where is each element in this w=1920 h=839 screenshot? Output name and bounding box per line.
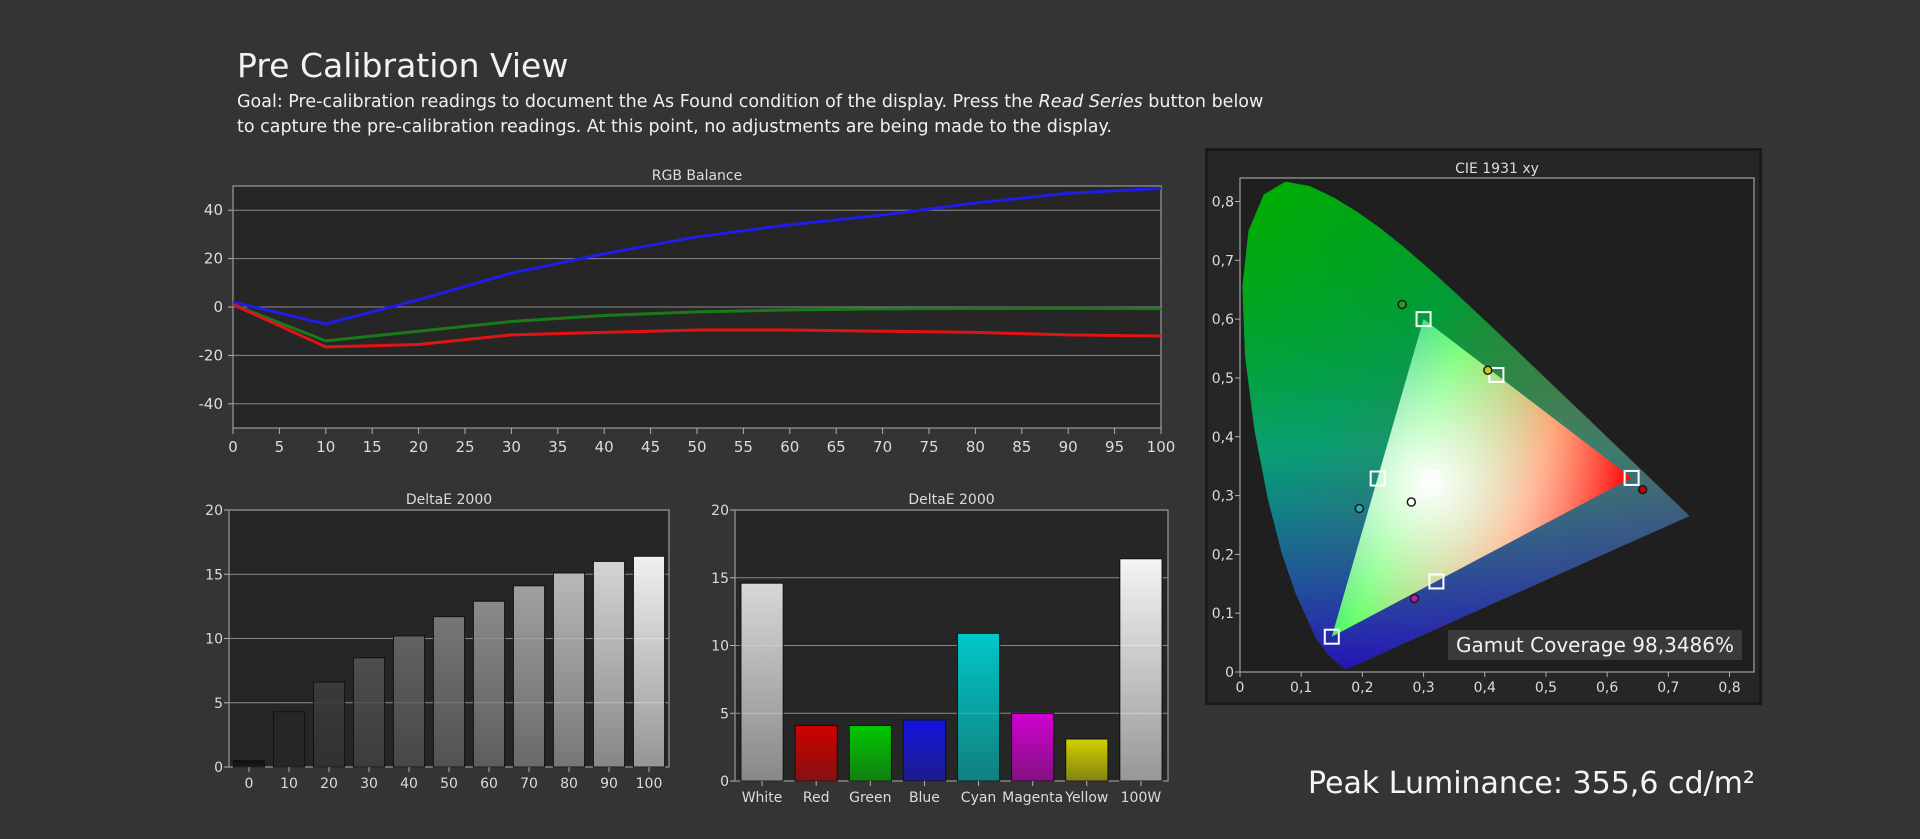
deltae-xtick-label: White — [742, 790, 783, 806]
deltae-xtick-label: 40 — [400, 776, 418, 792]
rgb-ytick-label: -20 — [199, 346, 224, 364]
rgb-series-line — [232, 186, 1162, 326]
rgb-ytick-label: 20 — [204, 250, 223, 268]
deltae-xtick-label: 30 — [360, 776, 378, 792]
rgb-xtick-label: 70 — [873, 438, 892, 456]
deltae-bar — [312, 681, 346, 768]
deltae-bar — [472, 600, 506, 768]
deltae-xtick-label: 20 — [320, 776, 338, 792]
rgb-xtick-label: 40 — [595, 438, 614, 456]
deltae-xtick-label: 100 — [636, 776, 663, 792]
page-title: Pre Calibration View — [237, 46, 569, 85]
rgb-xtick-label: 25 — [455, 438, 474, 456]
rgb-series-line — [232, 303, 1162, 349]
deltae-bar — [352, 657, 386, 768]
rgb-xtick-label: 5 — [275, 438, 285, 456]
deltae-ytick-label: 10 — [711, 639, 729, 655]
deltae-bar — [1065, 738, 1109, 782]
deltae-bar — [232, 760, 266, 768]
deltae-xtick-label: Green — [849, 790, 891, 806]
deltae-bar — [272, 711, 306, 768]
rgb-xtick-label: 60 — [780, 438, 799, 456]
deltae-bar — [740, 582, 784, 782]
deltae-xtick-label: Yellow — [1064, 790, 1108, 806]
rgb-xtick-label: 75 — [919, 438, 938, 456]
deltae-ytick-label: 5 — [214, 696, 223, 712]
deltae-xtick-label: 90 — [600, 776, 618, 792]
deltae-chart-title: DeltaE 2000 — [406, 492, 492, 508]
deltae-xtick-label: 10 — [280, 776, 298, 792]
deltae-chart-title: DeltaE 2000 — [908, 492, 994, 508]
rgb-ytick-label: 40 — [204, 201, 223, 219]
rgb-xtick-label: 15 — [363, 438, 382, 456]
deltae-xtick-label: Cyan — [961, 790, 997, 806]
goal-prefix: Goal: Pre-calibration readings to docume… — [237, 92, 1039, 112]
deltae-plot-area — [228, 509, 670, 768]
rgb-chart-title: RGB Balance — [652, 168, 742, 184]
deltae-xtick-label: 50 — [440, 776, 458, 792]
rgb-plot-area — [232, 185, 1162, 429]
rgb-xtick-label: 80 — [966, 438, 985, 456]
deltae-ytick-label: 15 — [205, 567, 223, 583]
gamut-coverage-label: Gamut Coverage 98,3486% — [1448, 630, 1742, 660]
rgb-xtick-label: 95 — [1105, 438, 1124, 456]
deltae-ytick-label: 0 — [214, 760, 223, 776]
deltae-xtick-label: 0 — [245, 776, 254, 792]
deltae-xtick-label: 70 — [520, 776, 538, 792]
deltae-xtick-label: Blue — [909, 790, 940, 806]
deltae-ytick-label: 15 — [711, 571, 729, 587]
rgb-series-line — [232, 303, 1162, 343]
goal-suffix: button below to capture the pre-calibrat… — [237, 92, 1264, 137]
deltae-xtick-label: Red — [803, 790, 830, 806]
peak-luminance-label: Peak Luminance: 355,6 cd/m² — [1308, 766, 1755, 801]
deltae-bar — [392, 635, 426, 768]
deltae-ytick-label: 20 — [711, 503, 729, 519]
deltae-bar — [552, 572, 586, 768]
deltae-bar — [1011, 712, 1055, 782]
rgb-xtick-label: 90 — [1059, 438, 1078, 456]
deltae-xtick-label: 80 — [560, 776, 578, 792]
rgb-xtick-label: 85 — [1012, 438, 1031, 456]
deltae-ytick-label: 0 — [720, 774, 729, 790]
rgb-xtick-label: 10 — [316, 438, 335, 456]
rgb-xtick-label: 100 — [1147, 438, 1176, 456]
deltae-plot-area — [734, 509, 1169, 782]
rgb-xtick-label: 50 — [687, 438, 706, 456]
deltae-ytick-label: 10 — [205, 632, 223, 648]
deltae-ytick-label: 20 — [205, 503, 223, 519]
rgb-xtick-label: 20 — [409, 438, 428, 456]
deltae-bar — [956, 632, 1001, 782]
deltae-bar — [432, 616, 466, 768]
rgb-ytick-label: 0 — [213, 298, 223, 316]
goal-text: Goal: Pre-calibration readings to docume… — [237, 90, 1277, 140]
deltae-xtick-label: 100W — [1121, 790, 1162, 806]
rgb-xtick-label: 35 — [548, 438, 567, 456]
deltae-xtick-label: Magenta — [1002, 790, 1063, 806]
rgb-xtick-label: 65 — [827, 438, 846, 456]
deltae-ytick-label: 5 — [720, 706, 729, 722]
deltae-bar — [1119, 558, 1163, 782]
deltae-bar — [592, 560, 626, 768]
cie-frame — [1205, 148, 1762, 705]
deltae-bar — [848, 724, 892, 782]
rgb-ytick-label: -40 — [199, 395, 224, 413]
rgb-xtick-label: 30 — [502, 438, 521, 456]
deltae-bar — [632, 555, 666, 768]
deltae-bar — [794, 724, 838, 782]
read-series-emphasis: Read Series — [1038, 92, 1143, 112]
deltae-bar — [512, 585, 546, 768]
rgb-xtick-label: 45 — [641, 438, 660, 456]
rgb-xtick-label: 0 — [228, 438, 238, 456]
rgb-xtick-label: 55 — [734, 438, 753, 456]
deltae-xtick-label: 60 — [480, 776, 498, 792]
deltae-bar — [902, 719, 947, 782]
